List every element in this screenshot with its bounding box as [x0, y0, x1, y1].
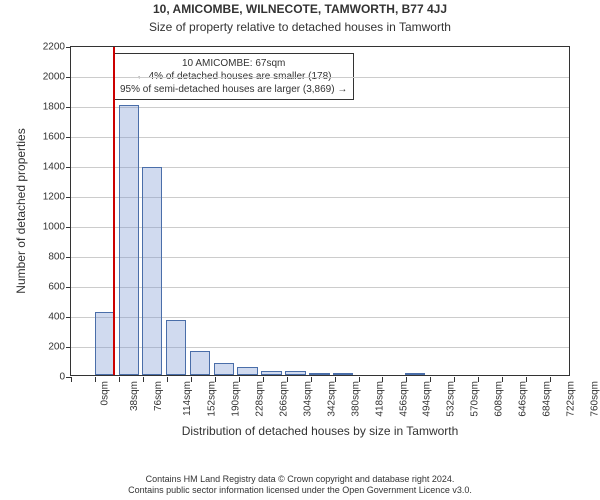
- x-tick-label: 760sqm: [590, 381, 600, 417]
- footer-line2: Contains public sector information licen…: [0, 485, 600, 496]
- y-tick-mark: [66, 137, 71, 138]
- y-tick-label: 400: [31, 312, 65, 323]
- y-tick-mark: [66, 197, 71, 198]
- x-tick-mark: [191, 377, 192, 382]
- histogram-bar: [309, 373, 329, 375]
- x-tick-label: 532sqm: [446, 381, 457, 417]
- x-tick-mark: [382, 377, 383, 382]
- chart-title-1: 10, AMICOMBE, WILNECOTE, TAMWORTH, B77 4…: [0, 2, 600, 16]
- x-tick-mark: [406, 377, 407, 382]
- plot-area: 10 AMICOMBE: 67sqm ← 4% of detached hous…: [70, 46, 570, 376]
- y-tick-label: 2200: [31, 42, 65, 53]
- y-tick-mark: [66, 317, 71, 318]
- x-tick-label: 342sqm: [326, 381, 337, 417]
- y-tick-mark: [66, 107, 71, 108]
- y-tick-mark: [66, 167, 71, 168]
- x-tick-mark: [143, 377, 144, 382]
- x-tick-mark: [454, 377, 455, 382]
- y-tick-label: 1400: [31, 162, 65, 173]
- x-tick-mark: [263, 377, 264, 382]
- x-tick-label: 608sqm: [494, 381, 505, 417]
- chart-container: 10, AMICOMBE, WILNECOTE, TAMWORTH, B77 4…: [0, 0, 600, 460]
- x-tick-label: 304sqm: [302, 381, 313, 417]
- histogram-bar: [214, 363, 234, 375]
- x-tick-label: 38sqm: [129, 381, 140, 411]
- x-tick-label: 152sqm: [206, 381, 217, 417]
- histogram-bar: [261, 371, 281, 376]
- x-tick-label: 494sqm: [422, 381, 433, 417]
- y-tick-label: 2000: [31, 72, 65, 83]
- x-tick-mark: [335, 377, 336, 382]
- x-tick-mark: [311, 377, 312, 382]
- y-tick-label: 1000: [31, 222, 65, 233]
- marker-line: [113, 47, 115, 375]
- x-tick-mark: [71, 377, 72, 382]
- footer: Contains HM Land Registry data © Crown c…: [0, 474, 600, 497]
- histogram-bar: [237, 367, 257, 375]
- y-tick-mark: [66, 47, 71, 48]
- histogram-bar: [95, 312, 115, 375]
- y-tick-label: 800: [31, 252, 65, 263]
- x-tick-mark: [502, 377, 503, 382]
- y-tick-mark: [66, 287, 71, 288]
- histogram-bar: [405, 373, 425, 375]
- y-tick-label: 200: [31, 342, 65, 353]
- x-tick-label: 418sqm: [374, 381, 385, 417]
- x-tick-label: 228sqm: [254, 381, 265, 417]
- x-tick-mark: [215, 377, 216, 382]
- info-box-line3: 95% of semi-detached houses are larger (…: [120, 83, 347, 96]
- y-tick-label: 1600: [31, 132, 65, 143]
- x-tick-label: 646sqm: [518, 381, 529, 417]
- x-axis-label: Distribution of detached houses by size …: [70, 424, 570, 438]
- x-tick-label: 684sqm: [542, 381, 553, 417]
- x-tick-mark: [119, 377, 120, 382]
- y-tick-label: 600: [31, 282, 65, 293]
- histogram-bar: [142, 167, 162, 376]
- footer-line1: Contains HM Land Registry data © Crown c…: [0, 474, 600, 485]
- x-tick-label: 190sqm: [230, 381, 241, 417]
- gridline: [71, 107, 569, 108]
- chart-title-2: Size of property relative to detached ho…: [0, 20, 600, 34]
- x-tick-label: 114sqm: [182, 381, 193, 416]
- histogram-bar: [190, 351, 210, 375]
- x-tick-mark: [550, 377, 551, 382]
- gridline: [71, 77, 569, 78]
- x-tick-mark: [430, 377, 431, 382]
- y-tick-label: 1800: [31, 102, 65, 113]
- x-tick-label: 456sqm: [398, 381, 409, 417]
- histogram-bar: [333, 373, 353, 375]
- y-tick-mark: [66, 347, 71, 348]
- x-tick-mark: [478, 377, 479, 382]
- x-tick-mark: [359, 377, 360, 382]
- y-axis-label: Number of detached properties: [14, 46, 28, 376]
- x-tick-mark: [526, 377, 527, 382]
- gridline: [71, 137, 569, 138]
- x-tick-mark: [287, 377, 288, 382]
- x-tick-label: 570sqm: [470, 381, 481, 417]
- y-tick-mark: [66, 257, 71, 258]
- y-tick-label: 1200: [31, 192, 65, 203]
- x-tick-label: 0sqm: [99, 381, 110, 405]
- y-tick-label: 0: [31, 372, 65, 383]
- x-tick-label: 380sqm: [350, 381, 361, 417]
- histogram-bar: [119, 105, 139, 375]
- histogram-bar: [285, 371, 305, 376]
- info-box-line1: 10 AMICOMBE: 67sqm: [120, 57, 347, 70]
- x-tick-label: 266sqm: [278, 381, 289, 417]
- x-tick-mark: [167, 377, 168, 382]
- x-tick-label: 76sqm: [153, 381, 164, 411]
- y-tick-mark: [66, 77, 71, 78]
- x-tick-mark: [95, 377, 96, 382]
- x-tick-label: 722sqm: [566, 381, 577, 417]
- y-tick-mark: [66, 227, 71, 228]
- histogram-bar: [166, 320, 186, 376]
- x-tick-mark: [239, 377, 240, 382]
